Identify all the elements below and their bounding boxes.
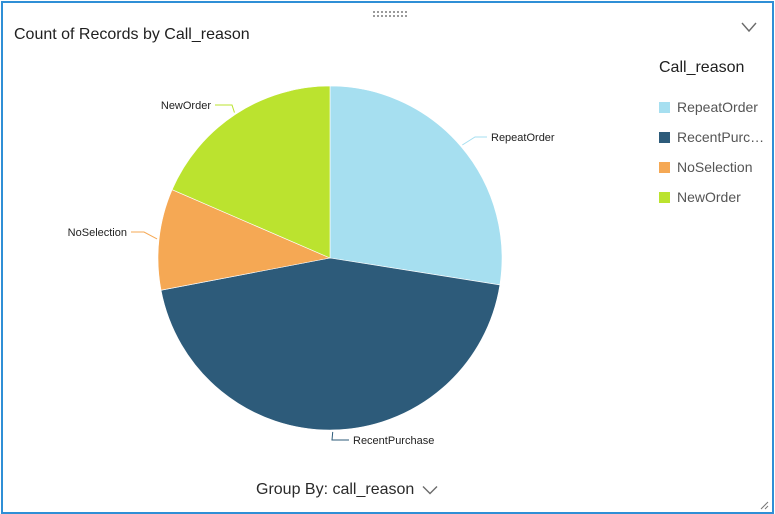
legend-swatch [659,191,670,203]
legend-item-neworder[interactable]: NewOrder [659,188,771,206]
legend-label: NewOrder [677,189,741,205]
legend-label: RecentPurc… [677,129,765,145]
leader-line [131,231,158,240]
slice-label-recentpurchase: RecentPurchase [353,435,434,447]
group-by-label: Group By: call_reason [256,481,415,498]
legend-swatch [659,131,670,143]
leader-line [331,431,349,441]
pie-slice-recentpurchase[interactable] [160,257,501,431]
slice-label-repeatorder: RepeatOrder [491,132,555,144]
drag-handle-icon[interactable] [372,10,408,18]
legend-label: NoSelection [677,159,753,175]
legend-label: RepeatOrder [677,99,758,115]
chevron-down-icon [422,486,438,495]
slice-label-neworder: NewOrder [161,100,211,112]
legend-swatch [659,101,670,113]
legend-item-noselection[interactable]: NoSelection [659,158,771,176]
pie-chart: RepeatOrder RecentPurchase NoSelection NewO… [68,85,555,447]
group-by-dropdown[interactable]: Group By: call_reason [256,481,438,499]
leader-line [462,136,487,146]
chart-title: Count of Records by Call_reason [14,26,250,43]
legend-item-recentpurchase[interactable]: RecentPurc… [659,128,771,146]
legend-item-repeatorder[interactable]: RepeatOrder [659,98,771,116]
pie-slice-repeatorder[interactable] [329,85,503,286]
pie-slice-noselection[interactable] [157,189,332,291]
leader-line [215,104,235,113]
legend-title: Call_reason [659,59,745,76]
legend-swatch [659,161,670,173]
resize-grip-icon[interactable] [759,500,769,510]
slice-label-noselection: NoSelection [68,227,127,239]
pie-slice-neworder[interactable] [171,85,331,259]
chevron-down-icon[interactable] [741,21,757,33]
